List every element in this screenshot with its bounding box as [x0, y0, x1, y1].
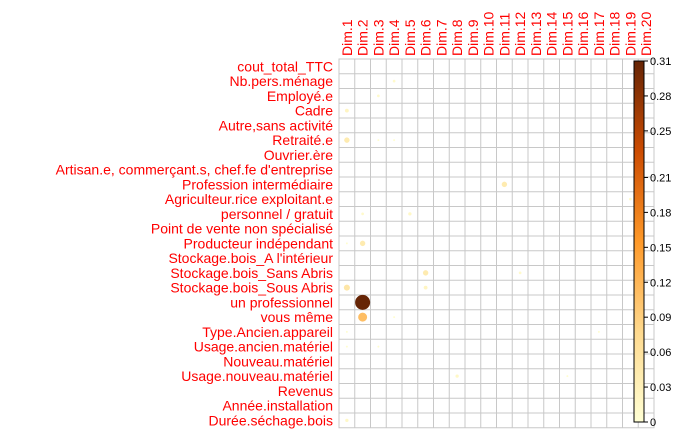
colorbar-tick-label: 0.15 — [650, 242, 671, 254]
row-label: Profession intermédiaire — [182, 176, 333, 192]
cell-marker — [343, 284, 350, 291]
cell-marker — [361, 212, 364, 216]
cell-marker — [423, 285, 428, 290]
row-labels: cout_total_TTCNb.pers.ménageEmployé.eCad… — [56, 58, 334, 428]
column-label: Dim.19 — [622, 11, 638, 56]
cell-marker — [393, 316, 396, 319]
cell-marker — [377, 139, 380, 142]
colorbar-tick-label: 0.09 — [650, 312, 671, 324]
colorbar-tick-label: 0.18 — [650, 207, 671, 219]
column-label: Dim.7 — [433, 19, 449, 56]
column-label: Dim.20 — [638, 11, 654, 56]
column-label: Dim.13 — [528, 11, 544, 56]
column-label: Dim.8 — [449, 19, 465, 56]
row-label: Stockage.bois_Sous Abris — [170, 280, 333, 296]
cell-marker — [377, 94, 380, 98]
row-label: personnel / gratuit — [221, 206, 333, 222]
cell-marker — [344, 137, 350, 143]
column-label: Dim.12 — [512, 11, 528, 56]
column-label: Dim.11 — [496, 12, 512, 56]
row-label: Autre,sans activité — [219, 117, 334, 133]
cell-marker — [345, 242, 348, 245]
colorbar-tick-label: 0.21 — [650, 172, 671, 184]
column-label: Dim.3 — [370, 19, 386, 56]
row-label: Année.installation — [222, 398, 333, 414]
cell-marker — [359, 240, 366, 247]
plot-grid — [338, 58, 655, 429]
cell-marker — [345, 418, 349, 423]
cell-marker — [408, 212, 412, 216]
colorbar-gradient — [633, 60, 645, 423]
row-label: vous même — [261, 309, 334, 325]
row-label: Usage.nouveau.matériel — [181, 368, 333, 384]
cell-marker — [377, 345, 380, 348]
cell-marker — [393, 139, 396, 142]
cell-marker — [566, 375, 569, 378]
row-label: Stockage.bois_A l'intérieur — [168, 250, 333, 266]
row-label: Usage.ancien.matériel — [194, 339, 333, 355]
colorbar-tick-label: 0.03 — [650, 382, 671, 394]
cell-marker — [358, 312, 368, 322]
column-label: Dim.9 — [465, 19, 481, 56]
row-label: Agriculteur.rice exploitant.e — [165, 191, 333, 207]
colorbar-tick-label: 0.12 — [650, 277, 671, 289]
cell-marker — [518, 271, 522, 275]
row-label: Artisan.e, commerçant.s, chef.fe d'entre… — [56, 162, 334, 178]
column-label: Dim.6 — [418, 19, 434, 56]
colorbar-tick-label: 0.06 — [650, 347, 671, 359]
cell-marker — [501, 181, 508, 188]
cell-marker — [355, 294, 371, 310]
row-label: Point de vente non spécialisé — [151, 221, 333, 237]
column-label: Dim.15 — [559, 11, 575, 56]
row-label: cout_total_TTC — [237, 58, 333, 74]
column-label: Dim.17 — [591, 11, 607, 56]
column-label: Dim.14 — [544, 11, 560, 56]
row-label: Producteur indépendant — [184, 235, 334, 251]
row-label: Stockage.bois_Sans Abris — [170, 265, 333, 281]
column-label: Dim.16 — [575, 11, 591, 56]
column-label: Dim.4 — [386, 19, 402, 56]
row-label: Type.Ancien.appareil — [202, 324, 333, 340]
row-label: Employé.e — [267, 88, 333, 104]
column-label: Dim.1 — [339, 19, 355, 56]
row-label: Ouvrier.ère — [264, 147, 333, 163]
cell-marker — [344, 108, 349, 113]
row-label: Durée.séchage.bois — [208, 412, 333, 428]
row-label: Nb.pers.ménage — [229, 73, 333, 89]
row-label: Nouveau.matériel — [223, 353, 333, 369]
colorbar-tick-label: 0.25 — [650, 126, 671, 138]
colorbar-tick-label: 0.31 — [650, 56, 671, 68]
row-label: Retraité.e — [272, 132, 333, 148]
cell-marker — [422, 270, 429, 276]
row-label: Revenus — [278, 383, 333, 399]
cell-marker — [629, 197, 632, 201]
cell-marker — [597, 330, 600, 333]
colorbar-tick-label: 0.28 — [650, 91, 671, 103]
colorbar: 0 0.03 0.06 0.09 0.12 0.15 0.18 0.21 0.25 0.28 0.3… — [633, 56, 671, 429]
plot-markers — [343, 79, 632, 423]
cell-marker — [392, 79, 396, 83]
colorbar-tick-label: 0 — [650, 417, 656, 429]
column-labels: Dim.1 Dim.2 Dim.3 Dim.4 Dim.5 Dim.6 Dim.7 Dim.8… — [339, 11, 654, 56]
row-label: un professionnel — [230, 294, 333, 310]
column-label: Dim.18 — [607, 11, 623, 56]
cell-marker — [455, 374, 459, 378]
row-label: Cadre — [295, 103, 333, 119]
column-label: Dim.5 — [402, 19, 418, 56]
column-label: Dim.10 — [481, 11, 497, 56]
column-label: Dim.2 — [355, 19, 371, 56]
cell-marker — [345, 330, 348, 333]
cell-marker — [345, 345, 348, 348]
